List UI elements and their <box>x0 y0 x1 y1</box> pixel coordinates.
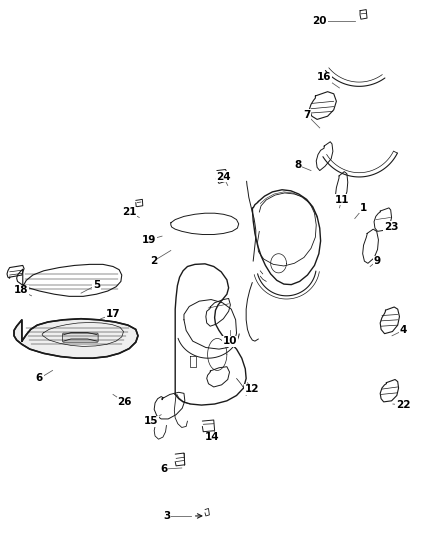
Text: 5: 5 <box>93 280 100 290</box>
Text: 19: 19 <box>142 235 156 245</box>
Text: 9: 9 <box>373 256 380 266</box>
Text: 3: 3 <box>163 511 170 521</box>
Text: 24: 24 <box>216 172 231 182</box>
Text: 6: 6 <box>36 374 43 383</box>
FancyBboxPatch shape <box>63 333 98 342</box>
Text: 11: 11 <box>334 195 349 205</box>
Polygon shape <box>14 319 138 358</box>
Text: 18: 18 <box>14 286 28 295</box>
Text: 10: 10 <box>223 336 237 346</box>
Text: 6: 6 <box>161 464 168 474</box>
Text: 7: 7 <box>303 110 310 119</box>
Text: 1: 1 <box>360 203 367 213</box>
Text: 8: 8 <box>294 160 301 170</box>
Text: 2: 2 <box>150 256 157 266</box>
Text: 21: 21 <box>122 207 137 217</box>
Text: 17: 17 <box>106 310 120 319</box>
Text: 4: 4 <box>399 326 406 335</box>
Text: 22: 22 <box>396 400 410 410</box>
Text: 23: 23 <box>384 222 399 231</box>
Text: 16: 16 <box>317 72 332 82</box>
Text: 26: 26 <box>117 398 132 407</box>
Text: 15: 15 <box>144 416 159 426</box>
Text: 20: 20 <box>312 17 327 26</box>
Text: 12: 12 <box>244 384 259 394</box>
Text: 14: 14 <box>205 432 220 442</box>
